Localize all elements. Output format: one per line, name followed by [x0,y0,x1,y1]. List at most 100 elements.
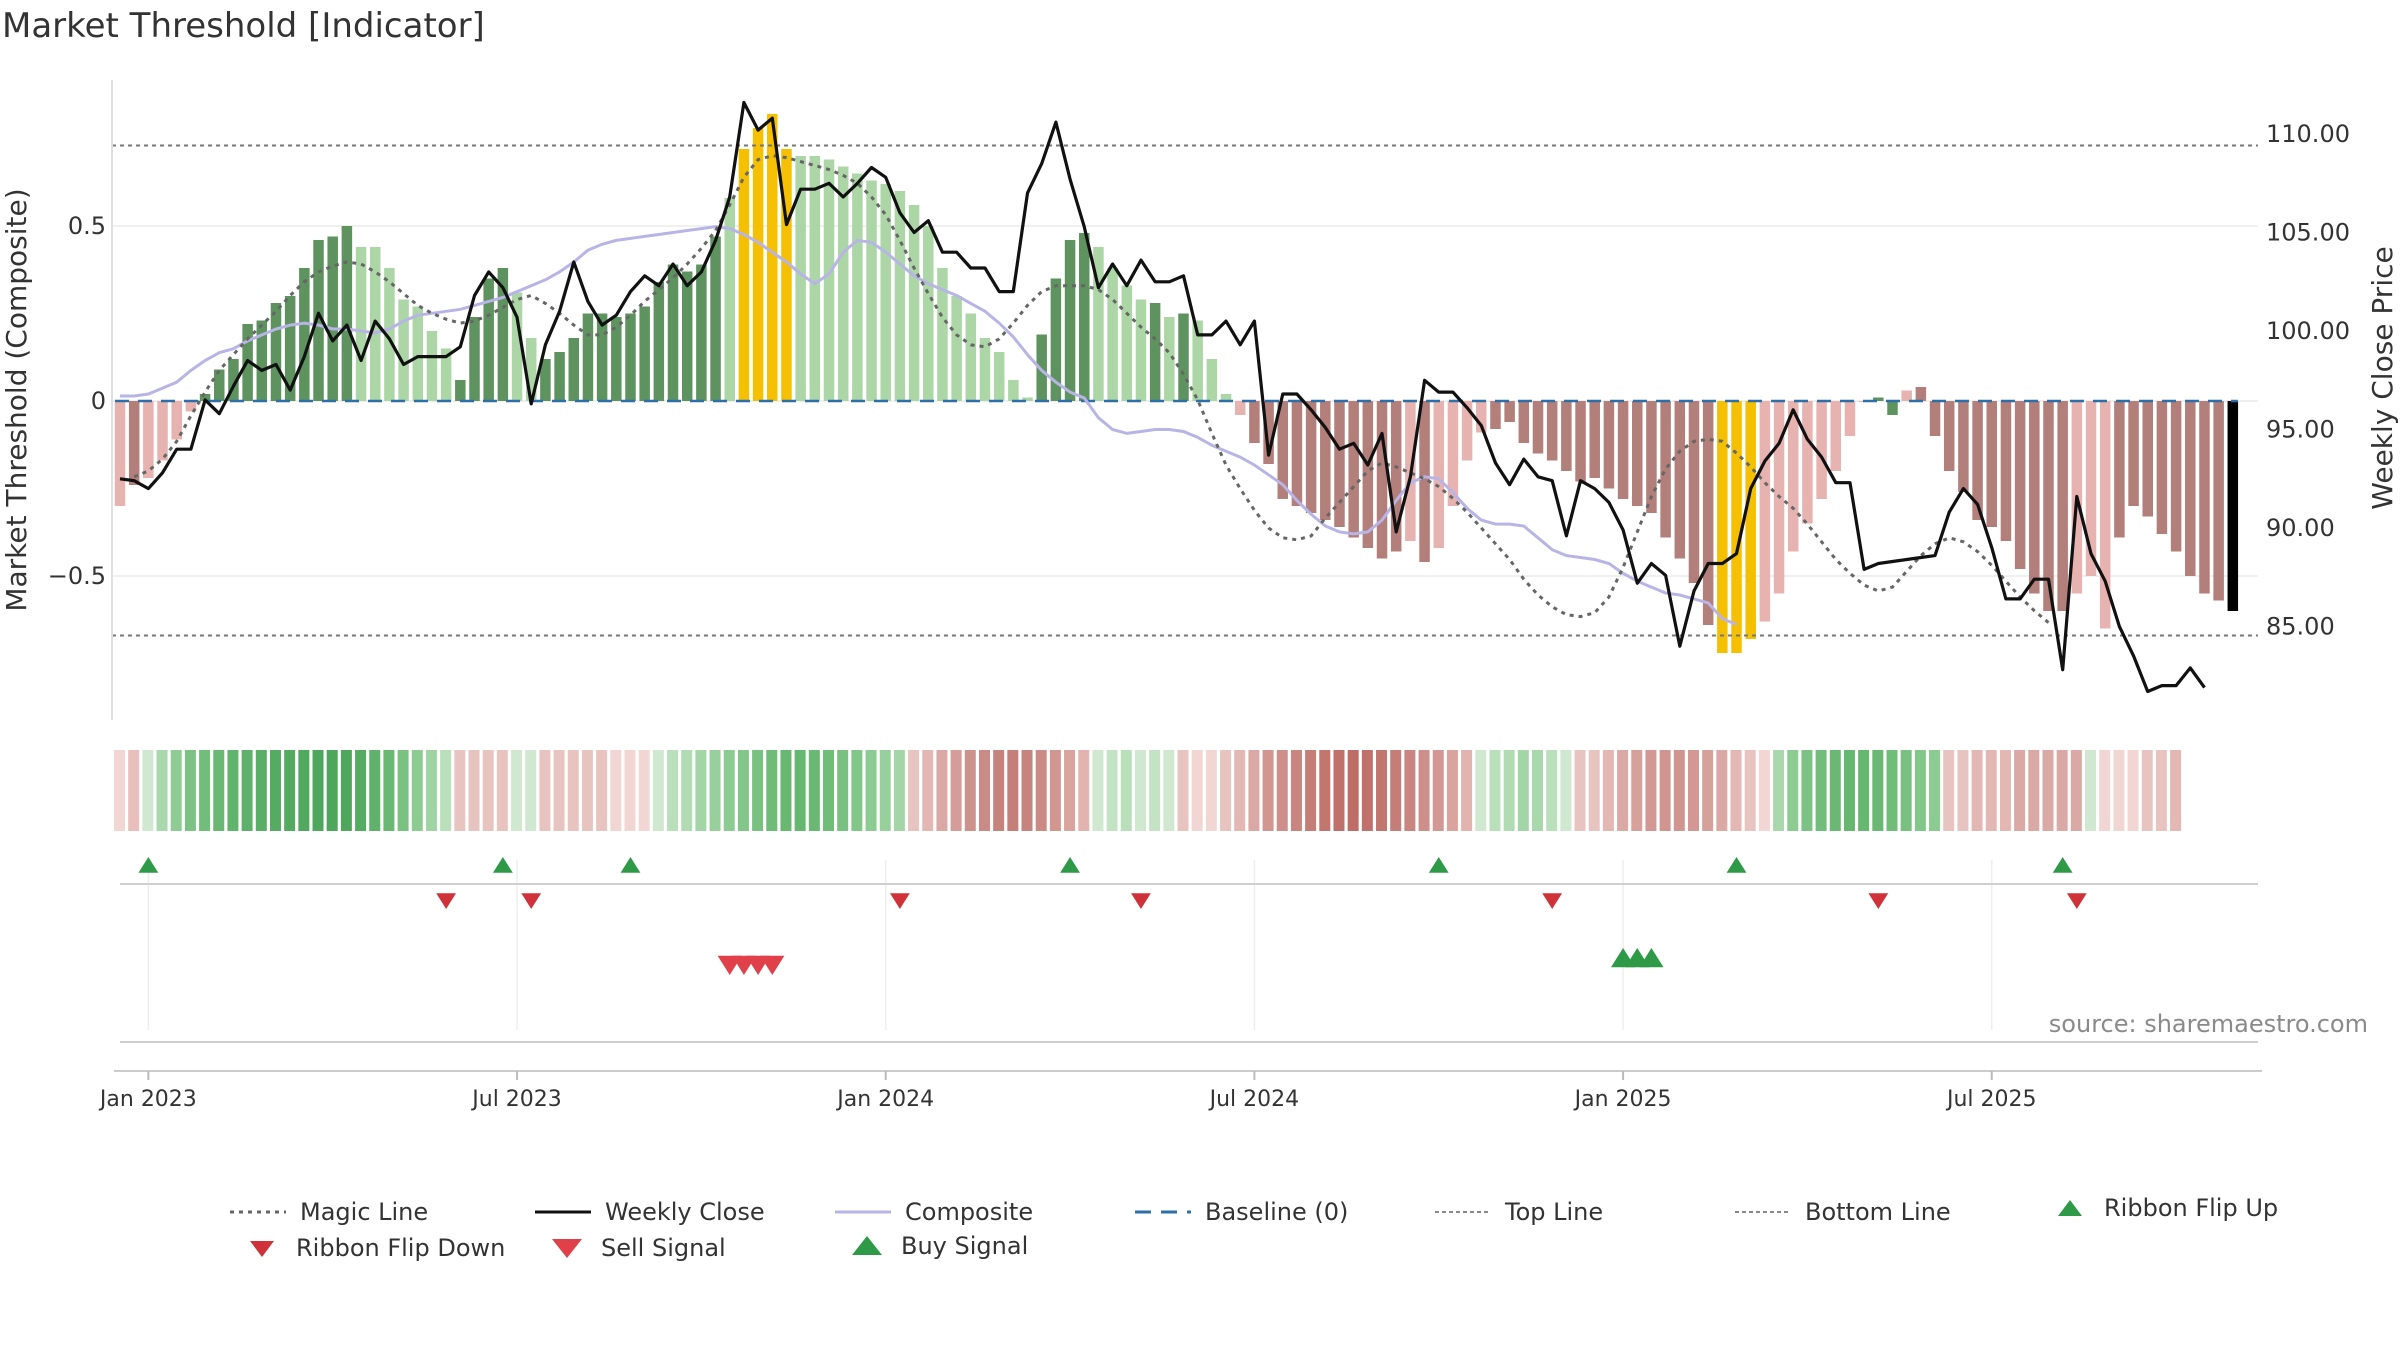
composite-bar [299,268,310,401]
ribbon-cell [2141,750,2153,831]
ribbon-cell [1900,750,1912,831]
ribbon-cell [667,750,679,831]
ribbon-cell [114,750,125,831]
composite-bar [1064,240,1076,401]
composite-bar [1958,401,1969,492]
ribbon-cell [1035,750,1047,831]
ribbon-cell [1815,750,1827,831]
ribbon-cell [213,750,225,831]
composite-bar [923,226,934,401]
ribbon-flip-down-marker [1131,893,1151,909]
source-credit: source: sharemaestro.com [2048,1010,2368,1038]
ribbon-cell [752,750,764,831]
ribbon-cell [539,750,551,831]
legend-ribbon-flip-up: Ribbon Flip Up [2050,1194,2278,1222]
composite-bar [1078,233,1090,401]
ribbon-cell [1914,750,1926,831]
ribbon-cell [2085,750,2097,831]
ribbon-cell [1503,750,1515,831]
composite-bar [2000,401,2012,541]
ribbon-cell [1404,750,1416,831]
composite-bar [511,292,523,401]
composite-bar [1390,401,1402,552]
weekly-close-swatch [535,1210,591,1214]
ribbon-cell [1134,750,1146,831]
ribbon-cell [2014,750,2026,831]
composite-bar [1093,247,1104,401]
composite-bar [355,247,367,401]
ribbon-cell [808,750,820,831]
ribbon-cell [227,750,239,831]
ribbon-cell [199,750,211,831]
composite-bar [1986,401,1998,527]
ribbon-cell [1262,750,1274,831]
legend-sell-signal: Sell Signal [547,1234,726,1262]
composite-bar [2085,401,2097,576]
ribbon-cell [2028,750,2040,831]
ribbon-cell [865,750,877,831]
trend-ribbon [114,750,2182,831]
legend-composite: Composite [835,1198,1033,1226]
composite-bar [1688,401,1700,583]
composite-bar [1277,401,1289,499]
composite-bar [979,338,991,401]
ribbon-cell [964,750,976,831]
composite-bar [2170,401,2182,552]
ribbon-cell [581,750,593,831]
composite-bar [1617,401,1629,499]
ribbon-cell [1333,750,1345,831]
ribbon-cell [1489,750,1501,831]
ribbon-cell [454,750,466,831]
y-right-tick-label: 85.00 [2266,613,2335,641]
ribbon-cell [993,750,1005,831]
composite-bar [341,226,353,401]
ribbon-flip-up-marker [2052,857,2073,873]
composite-bar [1334,401,1345,527]
ribbon-cell [1021,750,1033,831]
composite-bar [2128,401,2139,506]
composite-bar [199,394,211,401]
ribbon-cell [1673,750,1685,831]
ribbon-cell [766,750,778,831]
composite-bar [1816,401,1827,499]
composite-bar [681,271,693,401]
ribbon-flip-down-marker [1542,893,1563,909]
ribbon-cell [1985,750,1997,831]
legend-label: Baseline (0) [1205,1198,1349,1226]
composite-bar [440,348,452,401]
ribbon-flip-up-marker [492,857,513,873]
ribbon-cell [1376,750,1388,831]
composite-bar [1575,401,1586,482]
weekly-close-line [119,100,2206,694]
composite-bar [1943,401,1955,471]
ribbon-cell [1971,750,1983,831]
ribbon-cell [1659,750,1671,831]
composite-bar [653,282,665,401]
composite-bar [1702,401,1714,625]
ribbon-cell [1631,750,1643,831]
composite-bar [1461,401,1473,461]
composite-bar [313,240,324,401]
composite-bar [611,317,622,401]
ribbon-cell [1829,750,1841,831]
ribbon-cell [1758,750,1770,831]
composite-bar [256,320,268,401]
composite-bar [1717,401,1728,653]
triangle-up-icon [2058,1200,2082,1216]
composite-bar [1376,401,1388,559]
ribbon-cell [610,750,622,831]
composite-bar [2142,401,2153,517]
ribbon-cell [567,750,579,831]
ribbon-cell [1149,750,1161,831]
composite-bar [1830,401,1842,471]
composite-bar [1844,401,1856,436]
composite-bar [1972,401,1983,520]
composite-bar [1419,401,1430,562]
ribbon-cell [411,750,423,831]
composite-bar [1532,401,1544,454]
legend-ribbon-flip-down: Ribbon Flip Down [242,1234,505,1262]
ribbon-cell [397,750,409,831]
ribbon-cell [142,750,154,831]
ribbon-cell [170,750,182,831]
